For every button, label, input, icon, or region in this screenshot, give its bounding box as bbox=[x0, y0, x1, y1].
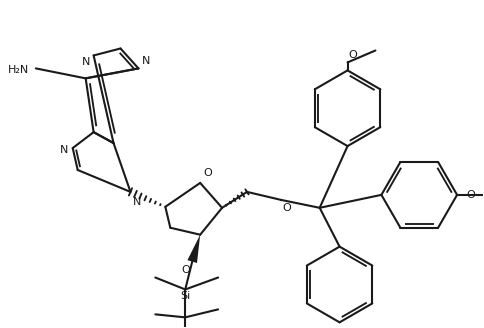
Text: N: N bbox=[141, 56, 150, 66]
Text: N: N bbox=[60, 145, 69, 155]
Text: N: N bbox=[133, 197, 141, 207]
Text: Si: Si bbox=[180, 292, 190, 301]
Text: N: N bbox=[82, 57, 91, 68]
Text: O: O bbox=[182, 265, 190, 275]
Text: O: O bbox=[348, 51, 357, 60]
Text: O: O bbox=[466, 190, 475, 200]
Text: H₂N: H₂N bbox=[8, 65, 29, 75]
Text: O: O bbox=[283, 203, 291, 213]
Text: O: O bbox=[203, 168, 212, 178]
Polygon shape bbox=[187, 235, 200, 263]
